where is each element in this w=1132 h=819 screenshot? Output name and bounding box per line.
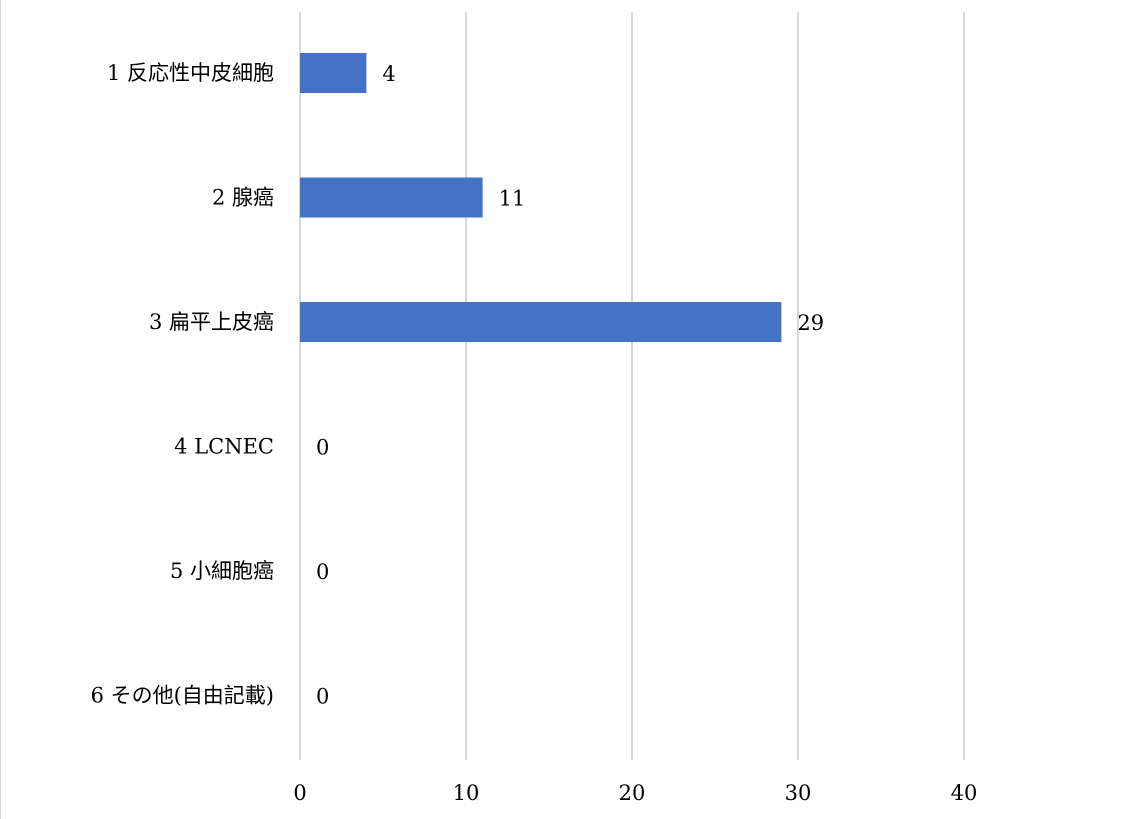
data-label: 0 [316, 436, 329, 460]
x-axis-tick-labels: 0 10 20 30 40 [293, 781, 977, 805]
data-label: 11 [499, 187, 526, 211]
category-label: 5 小細胞癌 [170, 559, 274, 583]
category-label: 2 腺癌 [212, 186, 274, 210]
category-label: 1 反応性中皮細胞 [107, 61, 274, 85]
x-tick-label: 10 [453, 781, 480, 805]
category-labels: 1 反応性中皮細胞 2 腺癌 3 扁平上皮癌 4 LCNEC 5 小細胞癌 6 その他(自… [91, 61, 274, 708]
x-tick-label: 20 [619, 781, 646, 805]
bar [300, 177, 483, 218]
x-tick-label: 30 [785, 781, 812, 805]
gridlines [299, 12, 965, 760]
category-label: 4 LCNEC [174, 435, 274, 459]
category-label: 6 その他(自由記載) [91, 684, 274, 708]
bar [300, 302, 782, 342]
x-tick-label: 0 [293, 781, 306, 805]
data-label: 0 [316, 685, 329, 709]
bar [300, 53, 367, 93]
x-tick-label: 40 [951, 781, 978, 805]
data-label: 29 [797, 311, 824, 335]
data-label: 0 [316, 560, 329, 584]
data-labels: 4 11 29 0 0 0 [316, 62, 824, 709]
bars [300, 53, 782, 342]
category-label: 3 扁平上皮癌 [149, 310, 274, 334]
data-label: 4 [382, 62, 395, 86]
